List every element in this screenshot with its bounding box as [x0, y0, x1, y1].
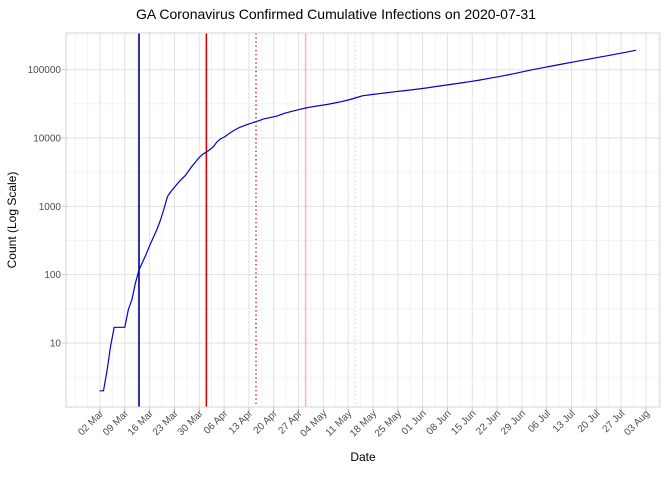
x-tick-label: 15 Jun [449, 408, 478, 437]
x-tick-label: 08 Jun [425, 408, 454, 437]
x-tick-label: 29 Jun [499, 408, 528, 437]
grid-major [66, 33, 660, 407]
y-tick-label: 100000 [28, 65, 62, 76]
x-tick-label: 13 Apr [227, 408, 256, 437]
chart-title: GA Coronavirus Confirmed Cumulative Infe… [136, 6, 536, 22]
x-tick-label: 16 Mar [126, 408, 156, 438]
y-axis-title: Count (Log Scale) [5, 172, 19, 269]
x-tick-label: 20 Jul [576, 408, 603, 435]
x-tick-label: 30 Mar [176, 408, 206, 438]
x-tick-label: 02 Mar [76, 408, 106, 438]
grid-minor [66, 33, 660, 407]
x-tick-label: 01 Jun [400, 408, 429, 437]
x-tick-label: 06 Jul [526, 408, 553, 435]
x-tick-label: 09 Mar [101, 408, 131, 438]
x-tick-label: 20 Apr [252, 408, 281, 437]
x-tick-label: 06 Apr [202, 408, 231, 437]
y-tick-label: 1000 [39, 202, 62, 213]
x-tick-label: 25 May [373, 408, 404, 439]
y-tick-label: 100 [44, 270, 61, 281]
y-tick-label: 10000 [33, 134, 61, 145]
data-series [99, 49, 637, 392]
axis-ticks [62, 69, 647, 411]
x-tick-label: 22 Jun [474, 408, 503, 437]
x-tick-label: 13 Jul [551, 408, 578, 435]
panel-border-layer [65, 32, 661, 408]
x-axis-title: Date [350, 450, 376, 464]
x-tick-label: 04 May [299, 408, 330, 439]
event-vlines [138, 33, 356, 407]
x-tick-label: 18 May [348, 408, 379, 439]
x-tick-label: 03 Aug [622, 408, 652, 438]
y-tick-label: 10 [50, 339, 62, 350]
x-tick-label: 23 Mar [151, 408, 181, 438]
panel-border [65, 32, 661, 408]
cumulative-infections-line [99, 49, 637, 392]
